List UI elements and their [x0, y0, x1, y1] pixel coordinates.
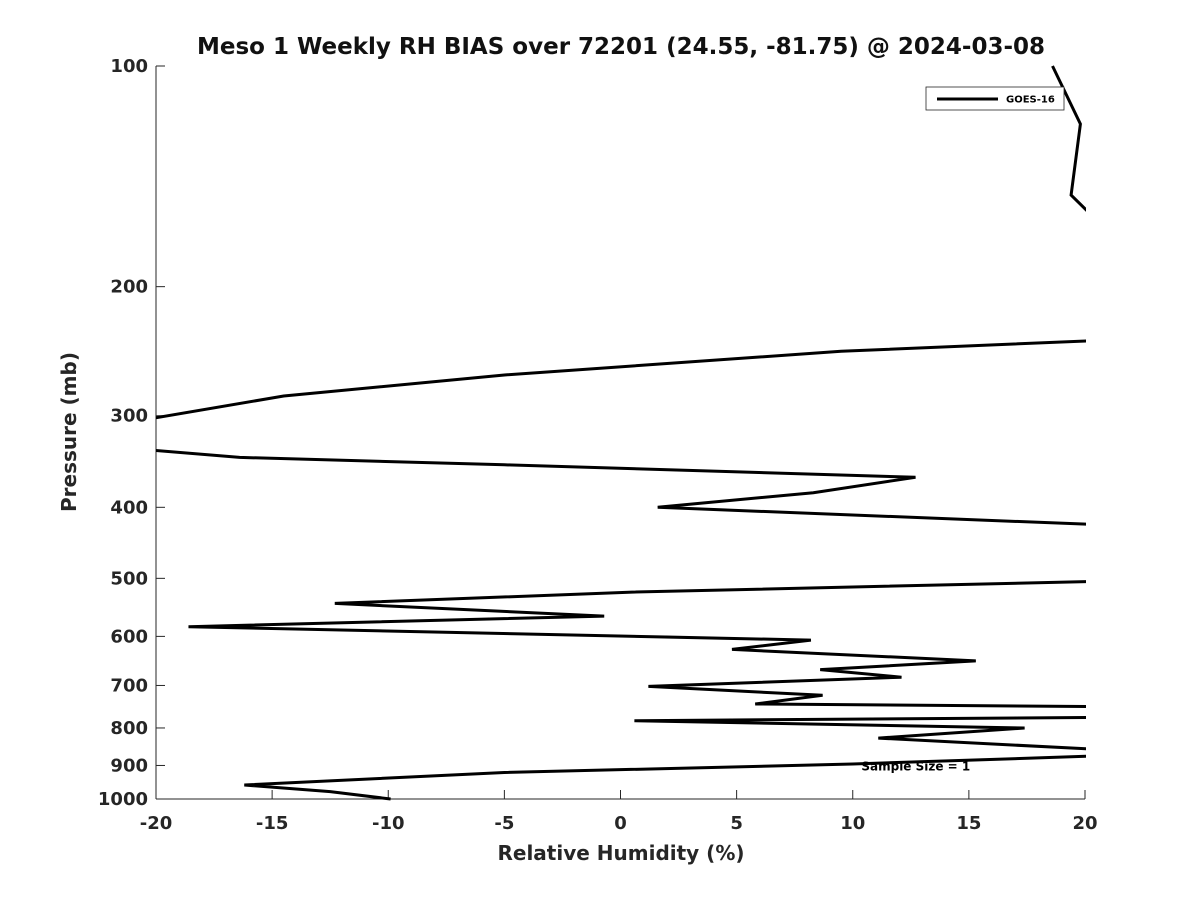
x-tick-label: -15: [256, 813, 289, 834]
plot-area: [156, 66, 1085, 799]
y-axis-ticks: 100 200 300 400 500 600 700 800 900 1000: [98, 56, 165, 810]
x-axis-label: Relative Humidity (%): [497, 841, 744, 865]
x-tick-label: -20: [140, 813, 173, 834]
y-tick-label: 600: [110, 626, 148, 647]
series-line-goes-16: [156, 65, 1086, 801]
y-tick-label: 500: [110, 568, 148, 589]
legend-label-goes-16: GOES-16: [1006, 95, 1055, 106]
y-tick-label: 700: [110, 675, 148, 696]
y-tick-label: 400: [110, 497, 148, 518]
y-tick-label: 100: [110, 56, 148, 77]
y-tick-label: 1000: [98, 789, 148, 810]
y-tick-label: 200: [110, 277, 148, 298]
legend: GOES-16: [925, 86, 1065, 111]
y-tick-label: 800: [110, 718, 148, 739]
y-tick-label: 300: [110, 406, 148, 427]
x-tick-label: 15: [956, 813, 981, 834]
x-tick-label: 20: [1072, 813, 1097, 834]
y-tick-label: 900: [110, 755, 148, 776]
chart-title: Meso 1 Weekly RH BIAS over 72201 (24.55,…: [197, 34, 1045, 60]
x-axis-ticks: -20 -15 -10 -5 0 5 10 15 20: [140, 790, 1098, 834]
sample-size-annotation: Sample Size = 1: [861, 759, 970, 773]
y-axis-label: Pressure (mb): [57, 352, 81, 512]
x-tick-label: 10: [840, 813, 865, 834]
series-layer: [156, 65, 1086, 801]
x-tick-label: -10: [372, 813, 405, 834]
x-tick-label: -5: [494, 813, 514, 834]
x-tick-label: 5: [730, 813, 743, 834]
annotations: Sample Size = 1: [861, 759, 970, 773]
x-tick-label: 0: [614, 813, 627, 834]
